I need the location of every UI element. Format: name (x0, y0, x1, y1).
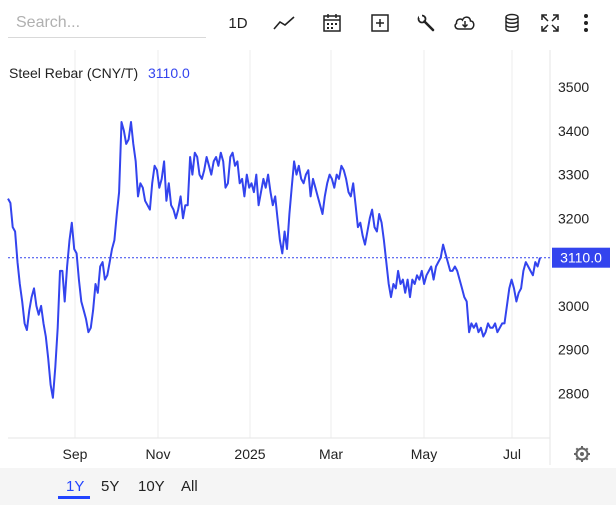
y-tick-label: 3300 (558, 167, 589, 183)
x-tick-label: Mar (319, 446, 343, 462)
range-bar: 1Y 5Y 10Y All (0, 468, 616, 505)
line-chart-icon[interactable] (272, 10, 296, 36)
y-tick-label: 3200 (558, 210, 589, 226)
database-icon[interactable] (500, 10, 524, 36)
y-tick-label: 2900 (558, 342, 589, 358)
x-tick-label: Nov (146, 446, 171, 462)
fullscreen-icon[interactable] (538, 10, 562, 36)
active-range-indicator (58, 496, 90, 499)
range-10y-button[interactable]: 10Y (138, 478, 165, 495)
range-all-button[interactable]: All (181, 478, 198, 495)
cloud-download-icon[interactable] (452, 10, 478, 36)
y-tick-label: 2800 (558, 386, 589, 402)
price-chart[interactable]: 28002900300031003200330034003500 SepNov2… (0, 50, 616, 465)
last-price-tag: 3110.0 (552, 247, 610, 268)
calendar-icon[interactable] (320, 10, 344, 36)
y-tick-label: 3400 (558, 123, 589, 139)
x-tick-label: Jul (503, 446, 521, 462)
chart-area[interactable]: 28002900300031003200330034003500 SepNov2… (0, 50, 616, 465)
x-tick-label: May (411, 446, 437, 462)
y-tick-label: 3500 (558, 79, 589, 95)
last-price-tag-label: 3110.0 (560, 250, 602, 266)
add-indicator-icon[interactable] (368, 10, 392, 36)
search-input[interactable] (8, 8, 206, 38)
range-5y-button[interactable]: 5Y (101, 478, 120, 495)
wrench-icon[interactable] (414, 10, 438, 36)
interval-button[interactable]: 1D (228, 14, 248, 32)
range-1y-button[interactable]: 1Y (66, 478, 85, 495)
more-options-icon[interactable] (578, 10, 594, 36)
toolbar: 1D (0, 0, 616, 50)
x-tick-label: 2025 (234, 446, 265, 462)
series-line (7, 121, 541, 399)
chart-title: Steel Rebar (CNY/T) (9, 65, 138, 81)
last-price-value: 3110.0 (148, 65, 190, 81)
x-tick-label: Sep (63, 446, 88, 462)
y-tick-label: 3000 (558, 298, 589, 314)
settings-icon[interactable] (574, 446, 590, 462)
